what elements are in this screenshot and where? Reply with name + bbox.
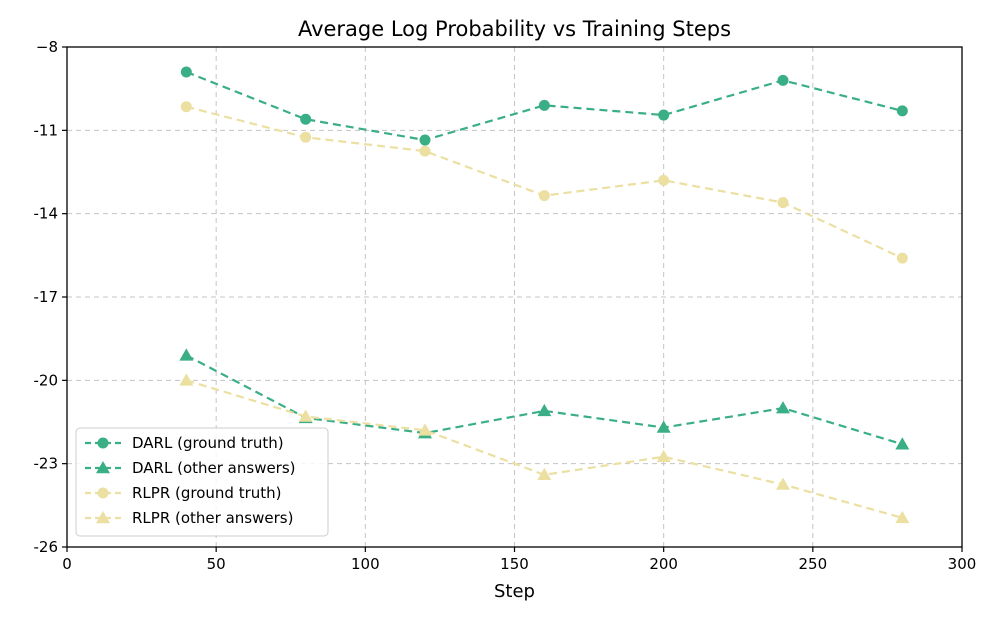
legend-label: DARL (ground truth) [132,434,284,452]
x-axis-ticks: 0 50 100 150 200 250 300 [62,547,976,573]
legend-label: DARL (other answers) [132,459,296,477]
x-tick-label: 0 [62,555,72,573]
series-3 [179,373,910,524]
legend-item: DARL (other answers) [85,459,296,477]
x-tick-label: 300 [948,555,977,573]
data-point [419,145,431,157]
data-point [777,197,789,209]
data-point [179,348,194,361]
legend-label: RLPR (ground truth) [132,484,282,502]
series-layer [179,66,910,524]
data-point [419,134,431,146]
data-point [418,423,432,436]
data-point [179,373,194,386]
data-point [777,74,789,86]
legend-marker [97,437,109,449]
data-point [298,409,313,422]
data-point [776,401,790,414]
data-point [658,109,670,121]
data-point [537,403,552,417]
y-tick-label: -14 [34,205,59,223]
series-2 [180,101,908,264]
data-point [896,105,908,117]
legend-marker [97,487,109,499]
data-point [180,101,192,113]
series-0 [180,66,908,146]
y-tick-label: -20 [34,371,59,389]
legend-item: DARL (ground truth) [85,434,284,452]
x-tick-label: 200 [649,555,678,573]
legend-marker [96,511,110,524]
data-point [896,252,908,264]
legend-box [75,427,329,537]
data-point [658,174,670,186]
data-point [300,131,312,143]
data-point [895,437,910,450]
data-point [538,99,550,111]
y-tick-label: -26 [34,538,59,556]
y-tick-label: −8 [36,38,58,56]
legend-item: RLPR (other answers) [85,509,293,527]
data-point [656,420,671,433]
data-point [776,477,790,490]
x-axis-label: Step [494,581,535,602]
data-point [537,467,552,481]
x-tick-label: 100 [351,555,380,573]
y-axis-ticks: −8 -11 -14 -17 -20 -23 -26 [34,38,67,556]
series-line [186,105,903,260]
data-point [538,190,550,202]
y-tick-label: -11 [34,121,59,139]
y-tick-label: -17 [34,288,59,306]
legend-item: RLPR (ground truth) [85,484,282,502]
data-point [895,510,910,524]
x-tick-label: 250 [799,555,828,573]
y-tick-label: -23 [34,455,59,473]
data-point [180,66,192,78]
legend: DARL (ground truth) DARL (other answers) R… [75,427,329,537]
chart-title: Average Log Probability vs Training Step… [298,17,731,41]
data-point [300,113,312,125]
x-tick-label: 50 [207,555,226,573]
legend-label: RLPR (other answers) [132,509,293,527]
x-tick-label: 150 [500,555,529,573]
data-point [656,449,671,462]
legend-marker [96,461,110,474]
